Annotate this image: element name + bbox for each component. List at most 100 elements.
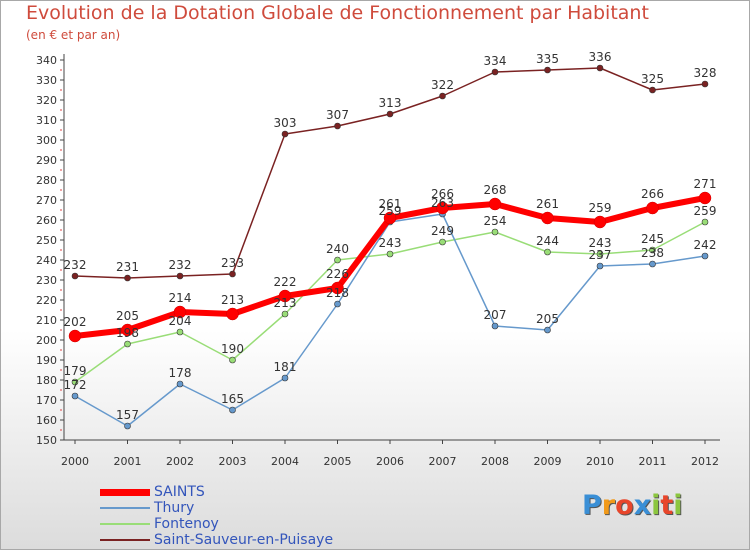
y-tick-label: 150 bbox=[36, 434, 57, 447]
data-point bbox=[386, 250, 394, 258]
x-tick-label: 2009 bbox=[534, 455, 562, 468]
data-label: 213 bbox=[221, 293, 244, 307]
data-point bbox=[124, 422, 131, 430]
proxiti-logo: Proxiti bbox=[582, 490, 683, 521]
logo-letter: P bbox=[582, 490, 602, 521]
x-tick-label: 2011 bbox=[639, 455, 667, 468]
data-label: 245 bbox=[641, 232, 664, 246]
data-label: 232 bbox=[169, 258, 192, 272]
data-label: 204 bbox=[169, 314, 192, 328]
data-label: 207 bbox=[484, 308, 507, 322]
data-label: 218 bbox=[326, 286, 349, 300]
data-label: 263 bbox=[431, 196, 454, 210]
series-fontenoy bbox=[71, 218, 709, 386]
data-point bbox=[596, 262, 604, 270]
axes: 150 160 170 180 190 200 210 220 230 240 250 260 270 2… bbox=[36, 54, 720, 468]
x-tick-label: 2005 bbox=[324, 455, 352, 468]
data-label: 172 bbox=[64, 378, 87, 392]
series-saint-sauveur-en-puisaye bbox=[71, 64, 709, 282]
logo-letter: t bbox=[660, 490, 674, 521]
data-point bbox=[71, 392, 79, 400]
y-tick-label: 270 bbox=[36, 194, 57, 207]
legend-label: Thury bbox=[154, 500, 195, 516]
data-label: 268 bbox=[484, 183, 507, 197]
data-label: 259 bbox=[589, 201, 612, 215]
chart-subtitle: (en € et par an) bbox=[26, 28, 121, 42]
legend-swatch bbox=[100, 507, 150, 509]
data-label: 226 bbox=[326, 267, 349, 281]
x-tick-label: 2003 bbox=[219, 455, 247, 468]
logo-letter: r bbox=[601, 490, 616, 521]
legend-label: Saint-Sauveur-en-Puisaye bbox=[154, 532, 334, 548]
data-point bbox=[649, 86, 656, 94]
data-point bbox=[439, 238, 446, 246]
data-label: 242 bbox=[694, 238, 717, 252]
series-saints bbox=[68, 191, 712, 343]
data-point bbox=[649, 260, 656, 268]
data-label: 261 bbox=[379, 197, 402, 211]
data-point bbox=[334, 300, 341, 308]
data-label: 243 bbox=[379, 236, 402, 250]
x-tick-label: 2007 bbox=[429, 455, 457, 468]
data-point bbox=[121, 323, 134, 337]
data-point bbox=[176, 380, 184, 388]
data-label: 261 bbox=[536, 197, 559, 211]
x-tick-label: 2001 bbox=[114, 455, 142, 468]
y-tick-label: 180 bbox=[36, 374, 57, 387]
data-label: 254 bbox=[484, 214, 507, 228]
data-point bbox=[383, 211, 397, 225]
data-point bbox=[281, 374, 289, 382]
x-tick-label: 2012 bbox=[691, 455, 719, 468]
data-label: 322 bbox=[431, 78, 454, 92]
data-label: 222 bbox=[274, 275, 297, 289]
data-label: 240 bbox=[326, 242, 349, 256]
data-label: 202 bbox=[64, 315, 87, 329]
y-tick-label: 190 bbox=[36, 354, 57, 367]
data-point bbox=[649, 246, 656, 254]
data-point bbox=[68, 329, 82, 343]
data-label: 237 bbox=[589, 248, 612, 262]
y-tick-label: 200 bbox=[36, 334, 57, 347]
data-label: 244 bbox=[536, 234, 559, 248]
data-point bbox=[229, 356, 236, 364]
logo-letter: o bbox=[615, 490, 634, 521]
y-tick-label: 330 bbox=[36, 74, 57, 87]
y-tick-label: 280 bbox=[36, 174, 57, 187]
data-point bbox=[491, 228, 499, 236]
logo-letter: i bbox=[673, 490, 683, 521]
data-point bbox=[488, 197, 502, 211]
data-label: 307 bbox=[326, 108, 349, 122]
data-point bbox=[439, 92, 446, 100]
y-tick-label: 230 bbox=[36, 274, 57, 287]
data-label: 232 bbox=[64, 258, 87, 272]
data-point bbox=[331, 281, 344, 295]
data-labels-layer: 232 231 232 233 303 307 313 322 334 335 336 325 328 1… bbox=[64, 50, 717, 422]
data-label: 249 bbox=[431, 224, 454, 238]
data-point bbox=[544, 248, 551, 256]
data-point bbox=[229, 270, 236, 278]
x-tick-label: 2002 bbox=[166, 455, 194, 468]
legend-swatch bbox=[100, 539, 150, 541]
data-label: 233 bbox=[221, 256, 244, 270]
data-label: 313 bbox=[379, 96, 402, 110]
y-tick-label: 300 bbox=[36, 134, 57, 147]
y-tick-label: 170 bbox=[36, 394, 57, 407]
x-tick-label: 2004 bbox=[271, 455, 299, 468]
legend-label: Fontenoy bbox=[154, 516, 219, 532]
data-label: 243 bbox=[589, 236, 612, 250]
data-point bbox=[334, 122, 341, 130]
y-tick-label: 340 bbox=[36, 54, 57, 67]
data-point bbox=[71, 272, 79, 280]
legend-swatch bbox=[100, 523, 150, 525]
data-label: 178 bbox=[169, 366, 192, 380]
data-label: 271 bbox=[694, 177, 717, 191]
data-point bbox=[281, 310, 289, 318]
data-label: 336 bbox=[589, 50, 612, 64]
legend-label: SAINTS bbox=[154, 484, 205, 500]
data-label: 213 bbox=[274, 296, 297, 310]
data-point bbox=[544, 66, 551, 74]
y-tick-label: 250 bbox=[36, 234, 57, 247]
data-label: 205 bbox=[536, 312, 559, 326]
